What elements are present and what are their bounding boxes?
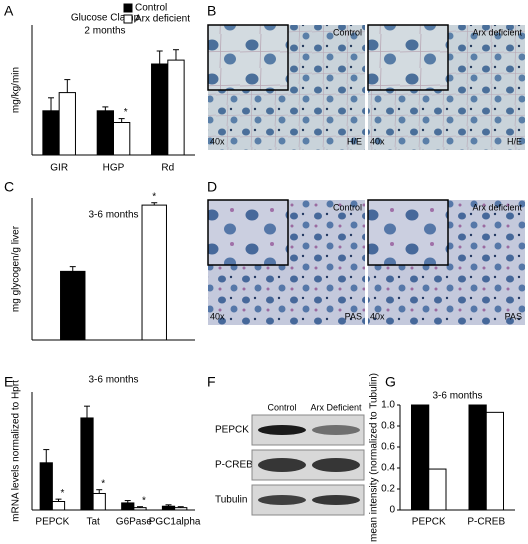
bar — [151, 63, 169, 156]
x-tick-label: G6Pase — [116, 517, 153, 528]
y-tick-label: 0.6 — [381, 442, 395, 453]
y-tick-label: 0.4 — [381, 463, 395, 474]
x-tick-label: Tat — [86, 517, 100, 528]
micrograph-inset — [367, 24, 449, 91]
blot-row: Tubulin — [215, 495, 247, 506]
stain-label: H/E — [507, 136, 522, 146]
blot-band — [312, 495, 360, 505]
bar — [174, 507, 188, 511]
bar — [113, 122, 131, 156]
blot-band — [258, 425, 306, 435]
panel-letter: F — [207, 374, 216, 390]
x-tick-label: PEPCK — [35, 517, 69, 528]
chart-title: 3-6 months — [88, 375, 138, 386]
magnification-label: 40x — [210, 311, 225, 321]
micrograph-inset — [367, 199, 449, 266]
stain-label: PAS — [345, 311, 362, 321]
condition-label: Arx deficient — [472, 202, 522, 212]
x-tick-label: GIR — [50, 163, 68, 174]
bar — [411, 404, 430, 511]
blot-row: P-CREB — [215, 460, 253, 471]
blot-band — [312, 458, 360, 472]
bar — [141, 204, 167, 341]
bar — [161, 505, 176, 511]
significance: * — [101, 478, 105, 489]
stain-label: PAS — [505, 311, 522, 321]
chart-subtitle: 2 months — [84, 26, 125, 37]
condition-label: Control — [333, 202, 362, 212]
bar — [167, 59, 185, 156]
bar — [42, 110, 60, 156]
bar — [80, 417, 94, 511]
micrograph-inset — [207, 199, 289, 266]
micrograph-inset — [207, 24, 289, 91]
condition-label: Control — [333, 27, 362, 37]
magnification-label: 40x — [210, 136, 225, 146]
bar — [92, 492, 106, 511]
x-tick-label: Rd — [161, 163, 174, 174]
bar — [428, 468, 447, 511]
panel-letter: E — [4, 374, 13, 390]
blot-band — [258, 458, 306, 472]
bar — [133, 507, 147, 511]
condition-label: Arx deficient — [472, 27, 522, 37]
legend-swatch — [123, 3, 133, 13]
magnification-label: 40x — [370, 136, 385, 146]
bar — [485, 411, 504, 511]
bar — [51, 501, 66, 511]
panel-letter: A — [4, 3, 14, 19]
y-tick-label: 0.2 — [381, 484, 395, 495]
chart-title: Glucose Clamp — [71, 13, 140, 24]
blot-row: PEPCK — [215, 425, 249, 436]
significance: * — [152, 191, 156, 202]
blot-band — [258, 495, 306, 505]
legend-label: Arx deficient — [135, 14, 190, 25]
y-tick-label: 0.8 — [381, 421, 395, 432]
chart-title: 3-6 months — [432, 391, 482, 402]
panel-letter: G — [385, 374, 396, 390]
bar — [468, 404, 487, 511]
y-tick-label: 1.0 — [381, 400, 395, 411]
x-tick-label: HGP — [103, 163, 125, 174]
legend-label: Control — [135, 3, 167, 14]
legend-swatch — [123, 14, 133, 24]
y-axis-label: mg glycogen/g liver — [11, 225, 22, 312]
x-tick-label: PEPCK — [412, 517, 446, 528]
blot-column: Arx Deficient — [310, 402, 362, 412]
panel-letter: D — [207, 179, 217, 195]
bar — [39, 462, 53, 511]
y-axis-label: mRNA levels normalized to Hprt — [11, 380, 22, 522]
y-axis-label: mg/kg/min — [11, 67, 22, 113]
significance: * — [61, 488, 65, 499]
panel-letter: B — [207, 3, 216, 19]
bar — [60, 270, 86, 341]
bar — [121, 502, 135, 511]
x-tick-label: PGC1alpha — [149, 517, 201, 528]
bar — [58, 92, 76, 156]
blot-column: Control — [267, 402, 296, 412]
significance: * — [124, 107, 128, 118]
stain-label: H/E — [347, 136, 362, 146]
magnification-label: 40x — [370, 311, 385, 321]
significance: * — [142, 495, 146, 506]
bar — [96, 110, 114, 156]
y-tick-label: 0 — [389, 505, 395, 516]
panel-letter: C — [4, 179, 14, 195]
y-axis-label: mean intensity (normalized to Tubulin) — [369, 373, 380, 542]
blot-band — [312, 425, 360, 435]
x-tick-label: P-CREB — [467, 517, 505, 528]
chart-title: 3-6 months — [88, 210, 138, 221]
